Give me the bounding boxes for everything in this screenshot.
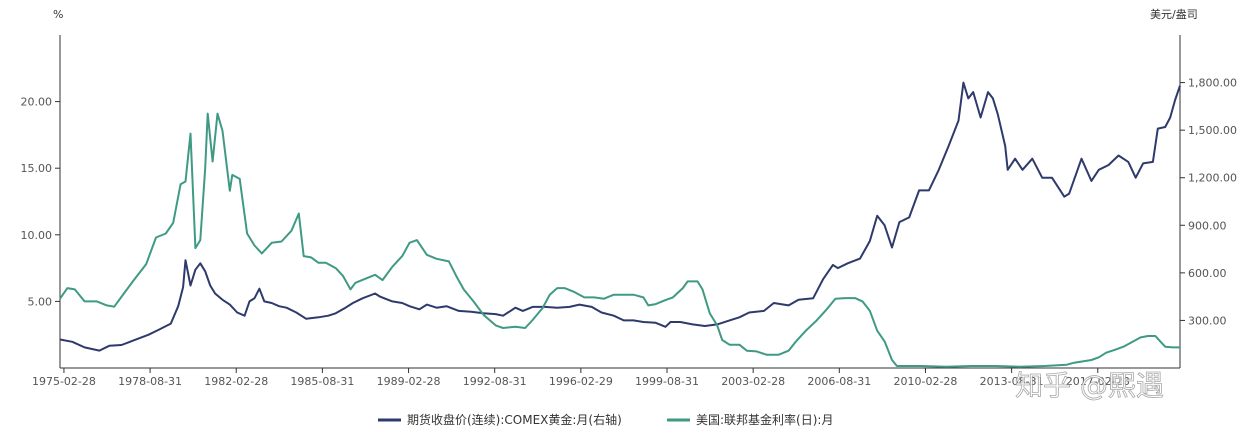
legend-item-fed-rate[interactable]: 美国:联邦基金利率(日):月 <box>667 412 833 427</box>
right-tick-label: 300.00 <box>1188 314 1227 327</box>
right-tick-label: 900.00 <box>1188 219 1227 232</box>
x-tick-label: 2006-08-31 <box>807 375 871 388</box>
x-tick-label: 1975-02-28 <box>32 375 96 388</box>
x-tick-label: 1999-08-31 <box>635 375 699 388</box>
right-tick-label: 1,800.00 <box>1188 77 1237 90</box>
legend-label-fed-rate: 美国:联邦基金利率(日):月 <box>696 412 833 427</box>
x-tick-label: 1985-08-31 <box>290 375 354 388</box>
series-line-gold-price <box>59 81 1181 352</box>
series-line-fed-funds-rate <box>59 112 1180 368</box>
legend-item-gold[interactable]: 期货收盘价(连续):COMEX黄金:月(右轴) <box>378 412 622 427</box>
legend-label-gold: 期货收盘价(连续):COMEX黄金:月(右轴) <box>407 412 622 427</box>
left-tick-label: 20.00 <box>21 96 53 109</box>
x-axis-ticks: 1975-02-28 1978-08-31 1982-02-28 1985-08-31… <box>32 368 1130 388</box>
right-tick-label: 600.00 <box>1188 267 1227 280</box>
right-axis-ticks: 300.00 600.00 900.00 1,200.00 1,500.00 1,800.… <box>1180 77 1237 327</box>
right-tick-label: 1,500.00 <box>1188 124 1237 137</box>
x-tick-label: 1982-02-28 <box>204 375 268 388</box>
right-axis-unit: 美元/盎司 <box>1150 7 1198 21</box>
series-layer <box>59 81 1181 368</box>
left-tick-label: 15.00 <box>21 162 53 175</box>
x-tick-label: 2010-02-28 <box>894 375 958 388</box>
x-tick-label: 2017-02-28 <box>1066 375 1130 388</box>
right-tick-label: 1,200.00 <box>1188 172 1237 185</box>
x-tick-label: 1992-08-31 <box>463 375 527 388</box>
left-axis-unit: % <box>53 8 63 21</box>
x-tick-label: 1989-02-28 <box>377 375 441 388</box>
x-tick-label: 1996-02-29 <box>549 375 613 388</box>
legend: 期货收盘价(连续):COMEX黄金:月(右轴) 美国:联邦基金利率(日):月 <box>378 412 833 427</box>
left-tick-label: 10.00 <box>21 229 53 242</box>
x-tick-label: 1978-08-31 <box>118 375 182 388</box>
x-tick-label: 2003-02-28 <box>721 375 785 388</box>
watermark-text: 知乎 @熙遇 <box>1015 369 1164 402</box>
left-axis-ticks: 5.00 10.00 15.00 20.00 <box>21 96 60 308</box>
left-tick-label: 5.00 <box>28 295 53 308</box>
x-tick-label: 2013-08-31 <box>980 375 1044 388</box>
